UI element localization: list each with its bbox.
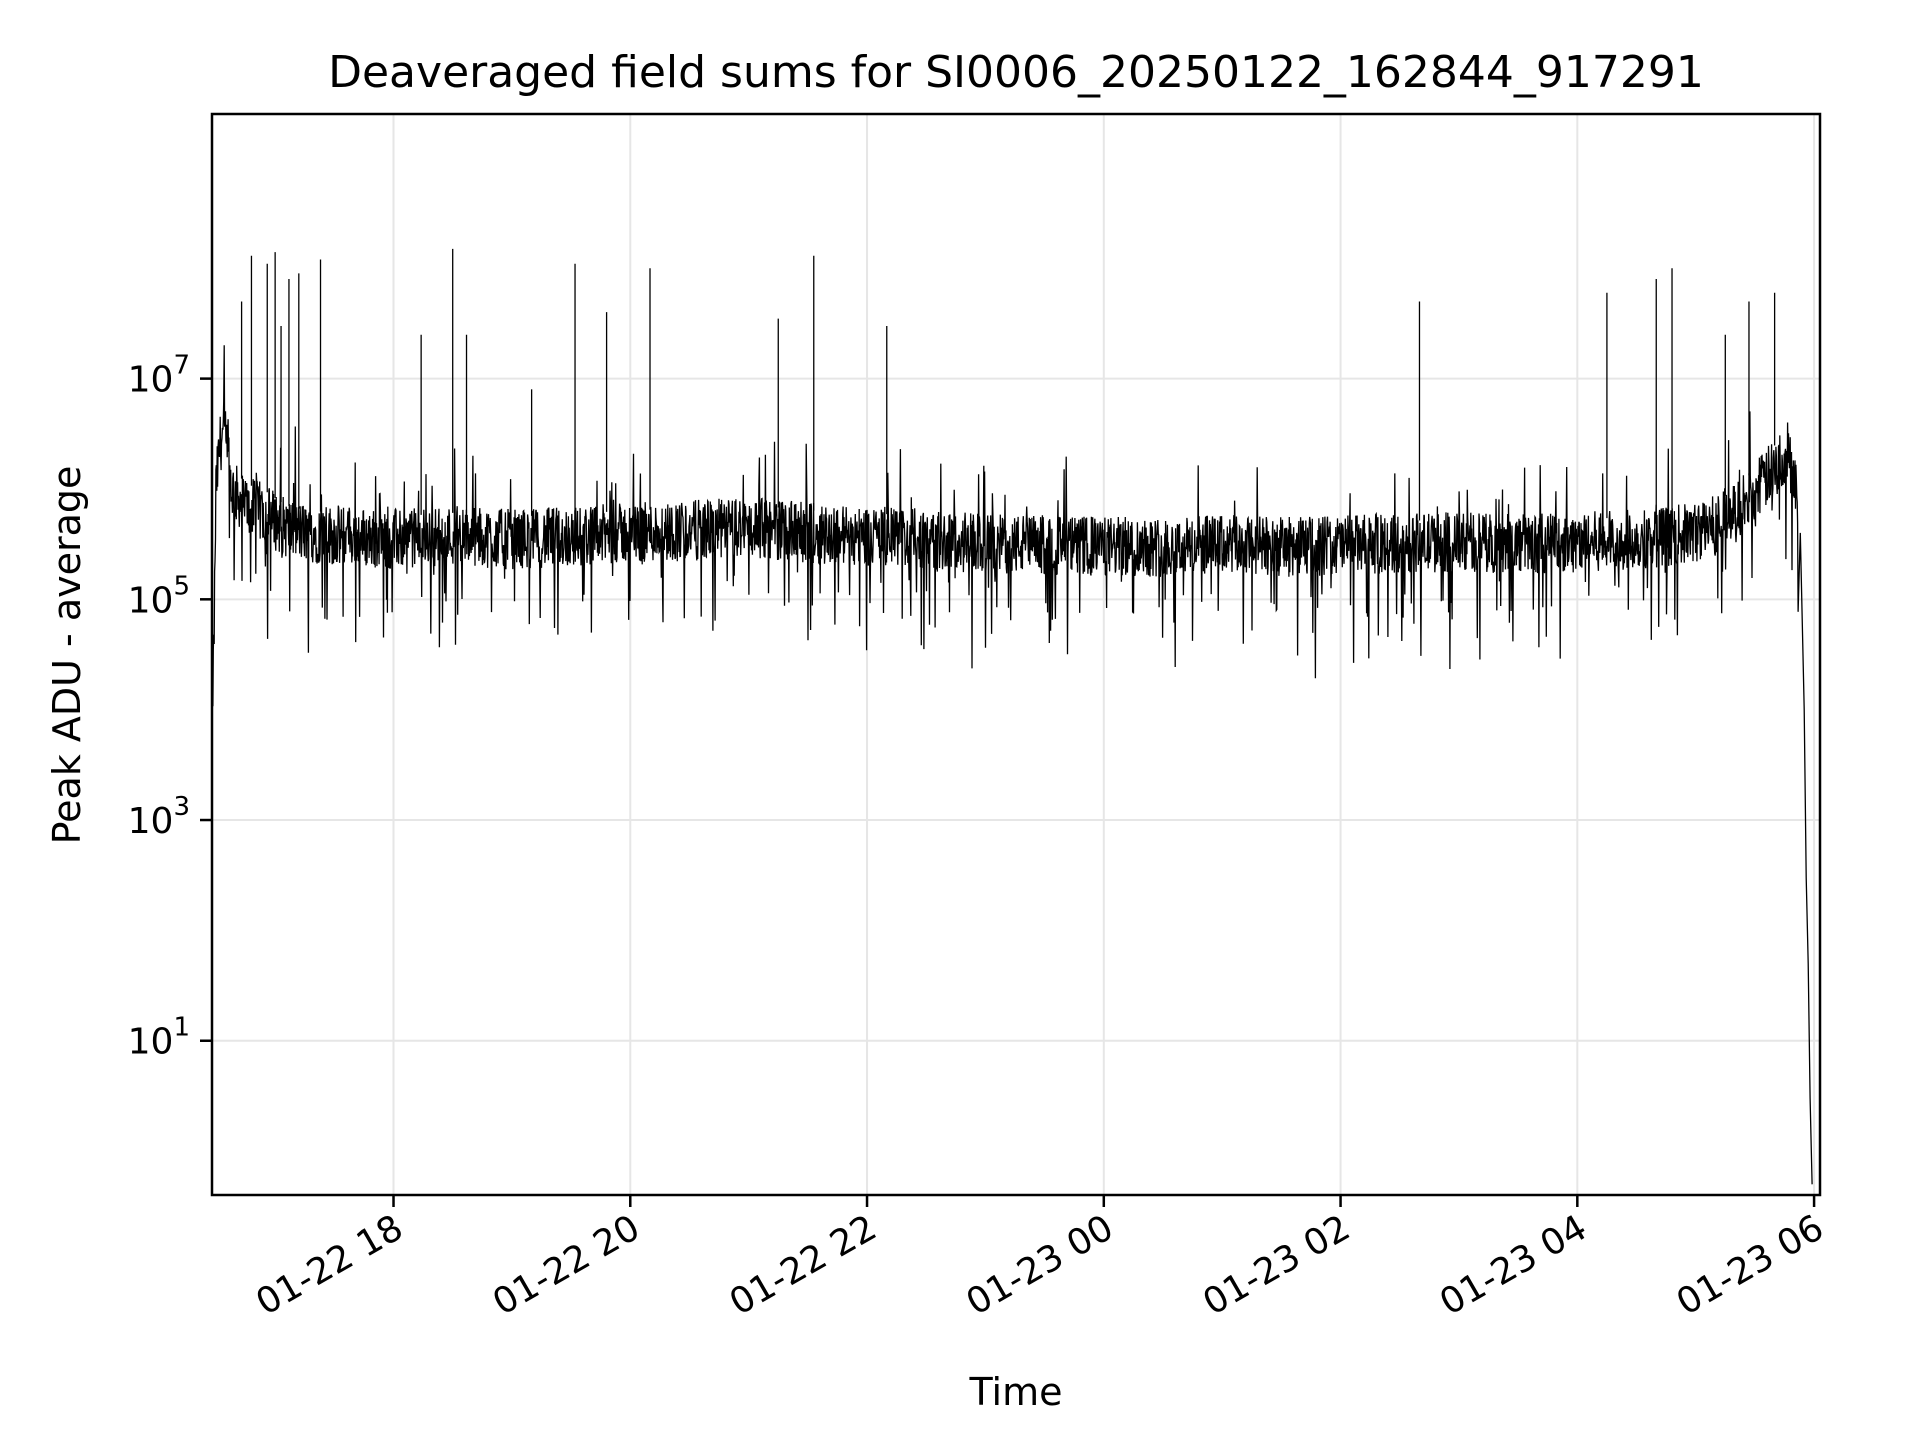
x-tick-label: 01-22 18 [249,1207,410,1323]
y-axis-label: Peak ADU - average [45,466,89,845]
x-axis: 01-22 18 01-22 20 01-22 22 01-23 00 01-23 02… [249,1195,1831,1324]
x-tick-label: 01-23 04 [1433,1207,1594,1323]
y-axis: 101 103 105 107 [128,351,212,1063]
data-series [211,248,1813,1185]
chart-title: Deaveraged field sums for SI0006_2025012… [328,47,1704,98]
series-line-0 [211,345,1813,1185]
y-tick-label: 103 [128,792,190,842]
y-tick-label: 107 [128,351,190,401]
x-axis-label: Time [969,1370,1063,1414]
y-tick-label: 105 [128,571,190,621]
x-tick-label: 01-23 02 [1196,1207,1357,1323]
x-tick-label: 01-23 06 [1670,1207,1831,1323]
plot-frame [210,112,1822,1197]
x-tick-label: 01-23 00 [960,1207,1121,1323]
x-tick-label: 01-22 20 [486,1207,647,1323]
x-tick-label: 01-22 22 [723,1207,884,1323]
y-tick-label: 101 [128,1013,190,1063]
